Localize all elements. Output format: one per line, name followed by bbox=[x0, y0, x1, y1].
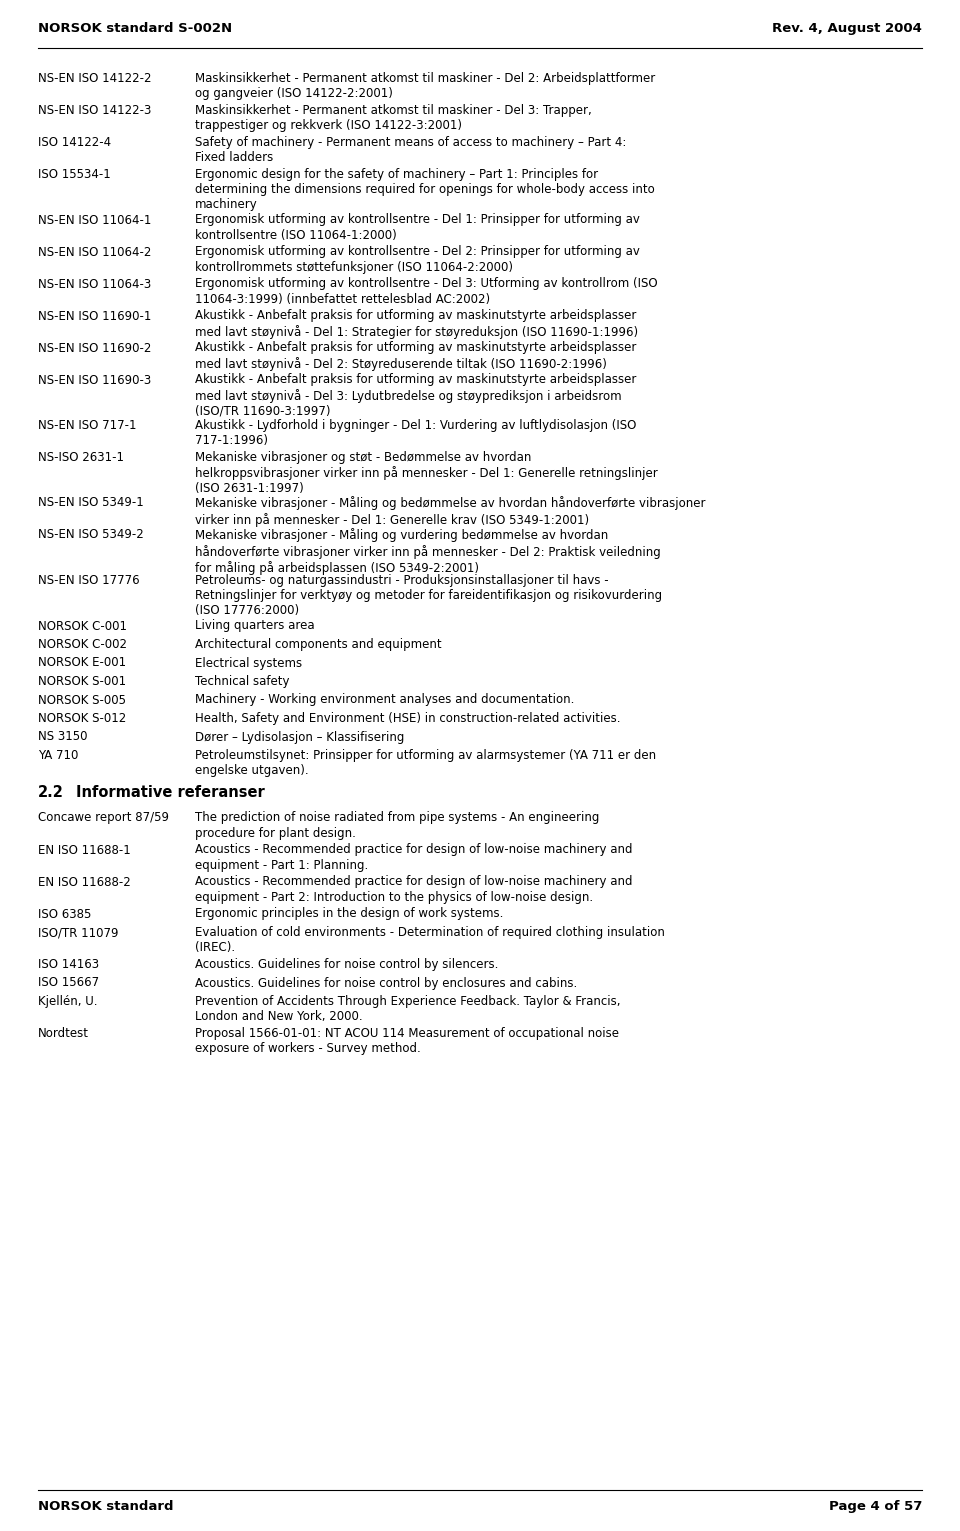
Text: NORSOK E-001: NORSOK E-001 bbox=[38, 657, 126, 669]
Text: Ergonomic design for the safety of machinery – Part 1: Principles for
determinin: Ergonomic design for the safety of machi… bbox=[195, 168, 655, 211]
Text: EN ISO 11688-1: EN ISO 11688-1 bbox=[38, 844, 131, 856]
Text: ISO 15667: ISO 15667 bbox=[38, 977, 99, 989]
Text: NS-EN ISO 11690-2: NS-EN ISO 11690-2 bbox=[38, 341, 152, 355]
Text: Acoustics - Recommended practice for design of low-noise machinery and
equipment: Acoustics - Recommended practice for des… bbox=[195, 844, 633, 871]
Text: ISO/TR 11079: ISO/TR 11079 bbox=[38, 926, 118, 939]
Text: NS-EN ISO 5349-1: NS-EN ISO 5349-1 bbox=[38, 496, 144, 510]
Text: Ergonomic principles in the design of work systems.: Ergonomic principles in the design of wo… bbox=[195, 908, 503, 920]
Text: ISO 6385: ISO 6385 bbox=[38, 908, 91, 920]
Text: Akustikk - Anbefalt praksis for utforming av maskinutstyrte arbeidsplasser
med l: Akustikk - Anbefalt praksis for utformin… bbox=[195, 374, 636, 418]
Text: Ergonomisk utforming av kontrollsentre - Del 1: Prinsipper for utforming av
kont: Ergonomisk utforming av kontrollsentre -… bbox=[195, 213, 640, 242]
Text: ISO 14122-4: ISO 14122-4 bbox=[38, 136, 111, 149]
Text: Health, Safety and Environment (HSE) in construction-related activities.: Health, Safety and Environment (HSE) in … bbox=[195, 712, 620, 726]
Text: NS-EN ISO 14122-2: NS-EN ISO 14122-2 bbox=[38, 72, 152, 86]
Text: EN ISO 11688-2: EN ISO 11688-2 bbox=[38, 876, 131, 888]
Text: NS-EN ISO 17776: NS-EN ISO 17776 bbox=[38, 574, 139, 586]
Text: Proposal 1566-01-01: NT ACOU 114 Measurement of occupational noise
exposure of w: Proposal 1566-01-01: NT ACOU 114 Measure… bbox=[195, 1027, 619, 1055]
Text: Ergonomisk utforming av kontrollsentre - Del 3: Utforming av kontrollrom (ISO
11: Ergonomisk utforming av kontrollsentre -… bbox=[195, 277, 658, 306]
Text: Akustikk - Lydforhold i bygninger - Del 1: Vurdering av luftlydisolasjon (ISO
71: Akustikk - Lydforhold i bygninger - Del … bbox=[195, 419, 636, 447]
Text: NS-EN ISO 11064-1: NS-EN ISO 11064-1 bbox=[38, 213, 152, 227]
Text: Safety of machinery - Permanent means of access to machinery – Part 4:
Fixed lad: Safety of machinery - Permanent means of… bbox=[195, 136, 626, 164]
Text: Acoustics - Recommended practice for design of low-noise machinery and
equipment: Acoustics - Recommended practice for des… bbox=[195, 876, 633, 903]
Text: Nordtest: Nordtest bbox=[38, 1027, 89, 1040]
Text: NORSOK S-012: NORSOK S-012 bbox=[38, 712, 127, 726]
Text: Architectural components and equipment: Architectural components and equipment bbox=[195, 638, 442, 651]
Text: NS-EN ISO 717-1: NS-EN ISO 717-1 bbox=[38, 419, 136, 432]
Text: Informative referanser: Informative referanser bbox=[76, 785, 265, 801]
Text: Akustikk - Anbefalt praksis for utforming av maskinutstyrte arbeidsplasser
med l: Akustikk - Anbefalt praksis for utformin… bbox=[195, 309, 638, 338]
Text: NORSOK S-001: NORSOK S-001 bbox=[38, 675, 126, 687]
Text: Mekaniske vibrasjoner - Måling og bedømmelse av hvordan håndoverførte vibrasjone: Mekaniske vibrasjoner - Måling og bedømm… bbox=[195, 496, 706, 527]
Text: Living quarters area: Living quarters area bbox=[195, 620, 315, 632]
Text: Concawe report 87/59: Concawe report 87/59 bbox=[38, 811, 169, 825]
Text: Maskinsikkerhet - Permanent atkomst til maskiner - Del 2: Arbeidsplattformer
og : Maskinsikkerhet - Permanent atkomst til … bbox=[195, 72, 656, 100]
Text: 2.2: 2.2 bbox=[38, 785, 64, 801]
Text: ISO 15534-1: ISO 15534-1 bbox=[38, 168, 110, 181]
Text: NORSOK S-005: NORSOK S-005 bbox=[38, 694, 126, 706]
Text: NS 3150: NS 3150 bbox=[38, 730, 87, 744]
Text: Rev. 4, August 2004: Rev. 4, August 2004 bbox=[772, 21, 922, 35]
Text: NORSOK standard S-002N: NORSOK standard S-002N bbox=[38, 21, 232, 35]
Text: NS-EN ISO 11690-1: NS-EN ISO 11690-1 bbox=[38, 309, 152, 323]
Text: Kjellén, U.: Kjellén, U. bbox=[38, 995, 98, 1007]
Text: YA 710: YA 710 bbox=[38, 749, 79, 762]
Text: Maskinsikkerhet - Permanent atkomst til maskiner - Del 3: Trapper,
trappestiger : Maskinsikkerhet - Permanent atkomst til … bbox=[195, 104, 591, 132]
Text: The prediction of noise radiated from pipe systems - An engineering
procedure fo: The prediction of noise radiated from pi… bbox=[195, 811, 599, 839]
Text: NORSOK C-001: NORSOK C-001 bbox=[38, 620, 127, 632]
Text: Akustikk - Anbefalt praksis for utforming av maskinutstyrte arbeidsplasser
med l: Akustikk - Anbefalt praksis for utformin… bbox=[195, 341, 636, 371]
Text: NS-EN ISO 11064-2: NS-EN ISO 11064-2 bbox=[38, 245, 152, 259]
Text: NS-EN ISO 11064-3: NS-EN ISO 11064-3 bbox=[38, 277, 152, 291]
Text: Evaluation of cold environments - Determination of required clothing insulation
: Evaluation of cold environments - Determ… bbox=[195, 926, 665, 954]
Text: Page 4 of 57: Page 4 of 57 bbox=[828, 1500, 922, 1513]
Text: Acoustics. Guidelines for noise control by enclosures and cabins.: Acoustics. Guidelines for noise control … bbox=[195, 977, 577, 989]
Text: NORSOK C-002: NORSOK C-002 bbox=[38, 638, 127, 651]
Text: Petroleums- og naturgassindustri - Produksjonsinstallasjoner til havs -
Retnings: Petroleums- og naturgassindustri - Produ… bbox=[195, 574, 662, 617]
Text: Prevention of Accidents Through Experience Feedback. Taylor & Francis,
London an: Prevention of Accidents Through Experien… bbox=[195, 995, 620, 1023]
Text: Technical safety: Technical safety bbox=[195, 675, 290, 687]
Text: NS-EN ISO 11690-3: NS-EN ISO 11690-3 bbox=[38, 374, 152, 386]
Text: Ergonomisk utforming av kontrollsentre - Del 2: Prinsipper for utforming av
kont: Ergonomisk utforming av kontrollsentre -… bbox=[195, 245, 640, 274]
Text: Mekaniske vibrasjoner og støt - Bedømmelse av hvordan
helkroppsvibrasjoner virke: Mekaniske vibrasjoner og støt - Bedømmel… bbox=[195, 452, 658, 495]
Text: Acoustics. Guidelines for noise control by silencers.: Acoustics. Guidelines for noise control … bbox=[195, 958, 498, 971]
Text: NORSOK standard: NORSOK standard bbox=[38, 1500, 174, 1513]
Text: Mekaniske vibrasjoner - Måling og vurdering bedømmelse av hvordan
håndoverførte : Mekaniske vibrasjoner - Måling og vurder… bbox=[195, 528, 660, 574]
Text: Machinery - Working environment analyses and documentation.: Machinery - Working environment analyses… bbox=[195, 694, 574, 706]
Text: Petroleumstilsynet: Prinsipper for utforming av alarmsystemer (YA 711 er den
eng: Petroleumstilsynet: Prinsipper for utfor… bbox=[195, 749, 656, 778]
Text: Electrical systems: Electrical systems bbox=[195, 657, 302, 669]
Text: NS-EN ISO 14122-3: NS-EN ISO 14122-3 bbox=[38, 104, 152, 116]
Text: Dører – Lydisolasjon – Klassifisering: Dører – Lydisolasjon – Klassifisering bbox=[195, 730, 404, 744]
Text: NS-EN ISO 5349-2: NS-EN ISO 5349-2 bbox=[38, 528, 144, 542]
Text: NS-ISO 2631-1: NS-ISO 2631-1 bbox=[38, 452, 124, 464]
Text: ISO 14163: ISO 14163 bbox=[38, 958, 99, 971]
